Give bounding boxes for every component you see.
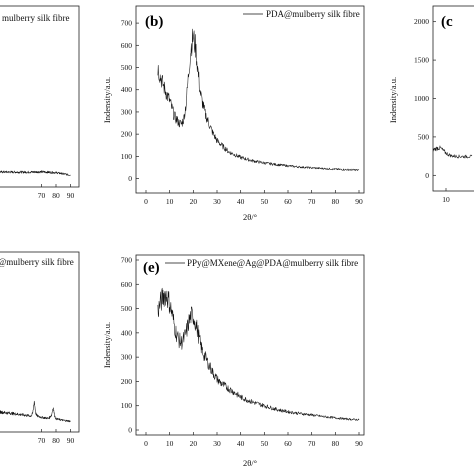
panel-e-xtick-label: 20: [190, 439, 198, 448]
panel-b-ytick-label: 200: [121, 130, 133, 139]
panel-b-ytick-label: 700: [121, 19, 133, 28]
panel-e-ytick-label: 200: [121, 377, 133, 386]
panel-e-xtick-label: 30: [213, 439, 221, 448]
panel-b-ytick-label: 500: [121, 63, 133, 72]
panel-b-xtick-label: 80: [332, 197, 340, 206]
panel-a-frame: [0, 5, 80, 188]
panel-b-xtick-label: 40: [237, 197, 245, 206]
panel-c-ytick-label: 500: [418, 132, 430, 141]
panel-b-ylabel: Indensity/a.u.: [102, 77, 112, 123]
panel-e-ytick-label: 100: [121, 401, 133, 410]
panel-a-legend: mulberry silk fibre: [2, 13, 69, 23]
panel-d: 70 80 90 @mulberry silk fibre: [0, 251, 80, 445]
panel-e-xtick-label: 50: [261, 439, 269, 448]
panel-e-ytick-label: 600: [121, 280, 133, 289]
panel-d-legend: @mulberry silk fibre: [0, 257, 74, 267]
panel-d-xtick-label: 90: [67, 436, 75, 445]
panel-b-frame: [135, 5, 365, 194]
panel-b-xtick-label: 30: [213, 197, 221, 206]
panel-e-ytick-label: 700: [121, 256, 133, 265]
panel-b-xtick-label: 60: [284, 197, 292, 206]
panel-b-xtick-label: 90: [355, 197, 363, 206]
panel-c-ylabel: Indensity/a.u.: [388, 77, 398, 123]
panel-e-ytick-label: 400: [121, 328, 133, 337]
panel-b-xtick-label: 20: [190, 197, 198, 206]
panel-e-xtick-label: 0: [144, 439, 148, 448]
panel-e-xtick-label: 60: [284, 439, 292, 448]
panel-c: 10 0 500 1000 1500 2000 (c Indensity/a.u.: [388, 5, 474, 204]
panel-d-frame: [0, 251, 80, 433]
panel-d-trace: [0, 400, 71, 423]
panel-a-xtick-label: 90: [67, 191, 75, 200]
panel-d-xtick-label: 70: [38, 436, 46, 445]
panel-b-xtick-label: 10: [166, 197, 174, 206]
panel-e-ylabel: Indensity/a.u.: [102, 322, 112, 368]
panel-b-xtick-label: 50: [261, 197, 269, 206]
panel-a-xtick-label: 70: [38, 191, 46, 200]
panel-e-xtick-label: 10: [166, 439, 174, 448]
panel-e-trace: [157, 287, 360, 421]
panel-c-ytick-label: 2000: [414, 17, 429, 26]
panel-c-frame: [432, 5, 474, 192]
panel-b-ytick-label: 100: [121, 152, 133, 161]
panel-a-trace: [0, 170, 71, 176]
panel-c-ytick-label: 0: [425, 171, 429, 180]
panel-b-label: (b): [145, 14, 163, 30]
panel-d-xtick-label: 80: [52, 436, 60, 445]
panel-b-ytick-label: 300: [121, 107, 133, 116]
panel-b-legend: PDA@mulberry silk fibre: [266, 9, 360, 19]
panel-b-xtick-label: 70: [308, 197, 316, 206]
panel-a: 70 80 90 mulberry silk fibre: [0, 5, 80, 200]
panel-c-label: (c: [441, 14, 453, 30]
panel-e-xtick-label: 90: [355, 439, 363, 448]
panel-b-ytick-label: 0: [128, 174, 132, 183]
panel-b: 0 10 20 30 40 50 60 70 80 90 0 100 200 300 400 500 600 7…: [102, 5, 365, 222]
panel-e: 0 10 20 30 40 50 60 70 80 90 0 100 200 300 400 500 600 7…: [102, 254, 365, 468]
panel-a-xtick-label: 80: [52, 191, 60, 200]
panel-b-ytick-label: 600: [121, 41, 133, 50]
panel-c-xtick-label: 10: [442, 195, 450, 204]
panel-e-xlabel: 2θ/°: [243, 458, 257, 468]
panel-e-frame: [135, 254, 365, 436]
panel-c-trace: [433, 145, 473, 159]
panel-e-label: (e): [143, 260, 160, 276]
panel-e-xtick-label: 80: [332, 439, 340, 448]
panel-b-xlabel: 2θ/°: [243, 212, 257, 222]
panel-c-ytick-label: 1500: [414, 56, 429, 65]
panel-e-ytick-label: 500: [121, 304, 133, 313]
panel-b-ytick-label: 400: [121, 85, 133, 94]
panel-e-ytick-label: 300: [121, 353, 133, 362]
panel-b-xtick-label: 0: [144, 197, 148, 206]
panel-e-xtick-label: 40: [237, 439, 245, 448]
panel-e-legend: PPy@MXene@Ag@PDA@mulberry silk fibre: [187, 258, 358, 268]
panel-c-ytick-label: 1000: [414, 94, 429, 103]
panel-e-ytick-label: 0: [128, 426, 132, 435]
panel-e-xtick-label: 70: [308, 439, 316, 448]
panel-b-trace: [157, 28, 360, 172]
